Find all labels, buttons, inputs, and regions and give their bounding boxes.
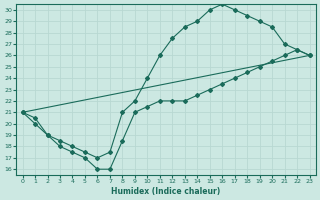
X-axis label: Humidex (Indice chaleur): Humidex (Indice chaleur) [111, 187, 221, 196]
